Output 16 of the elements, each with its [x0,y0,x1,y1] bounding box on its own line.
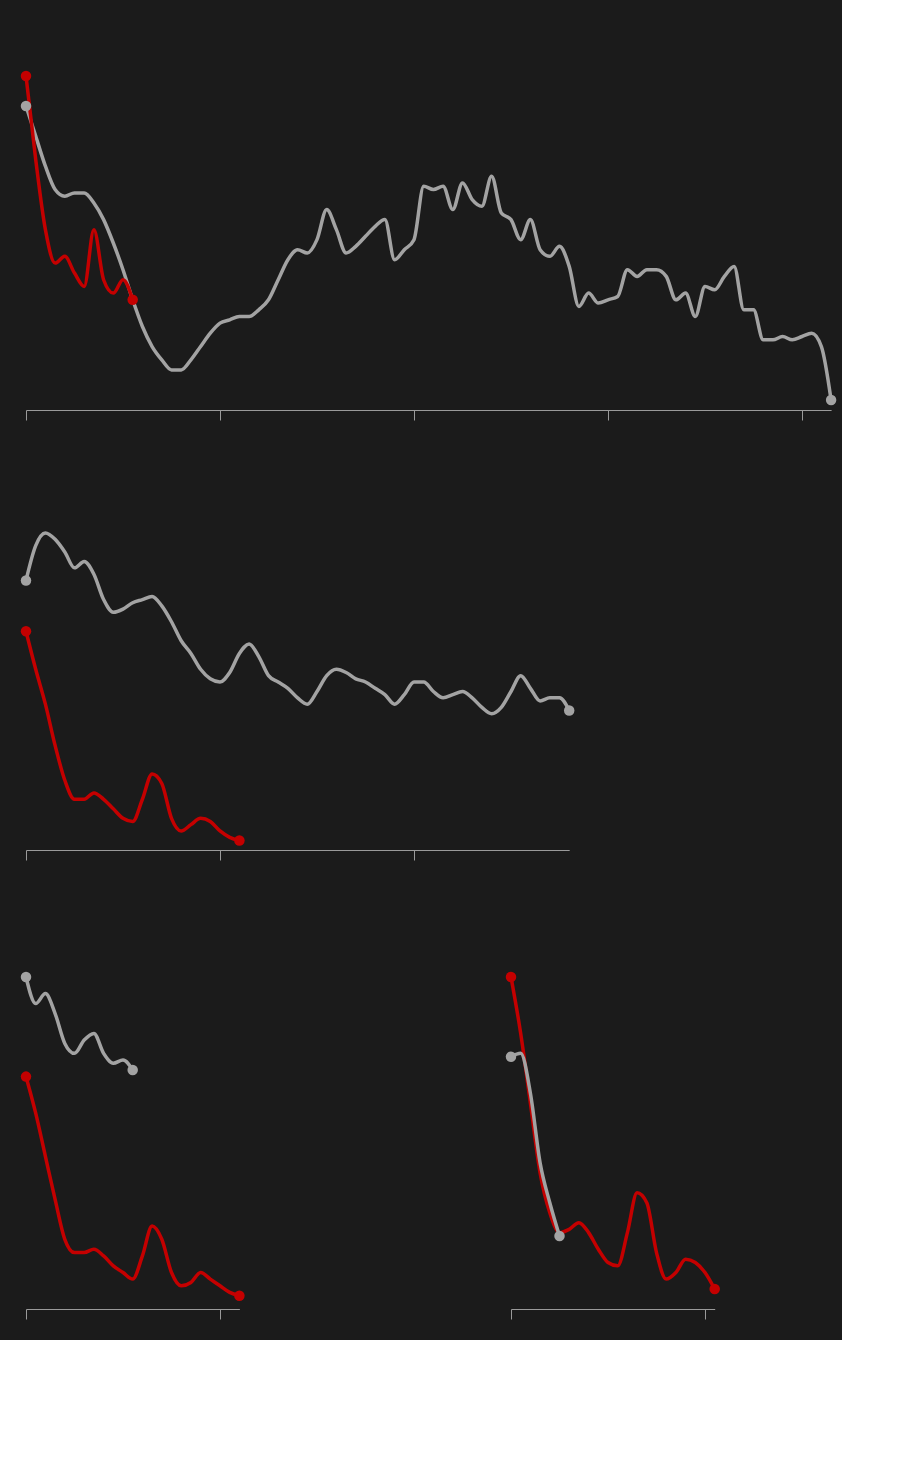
point [20,1071,32,1082]
point [20,971,32,983]
point [825,394,837,406]
point [20,575,32,586]
point [505,971,517,983]
point [20,626,32,637]
point [554,1230,565,1242]
point [20,100,32,112]
point [709,1283,720,1295]
point [127,1064,138,1076]
point [505,1051,517,1062]
point [127,294,138,306]
point [234,1290,245,1301]
point [20,70,32,82]
point [234,835,245,846]
point [563,705,575,716]
